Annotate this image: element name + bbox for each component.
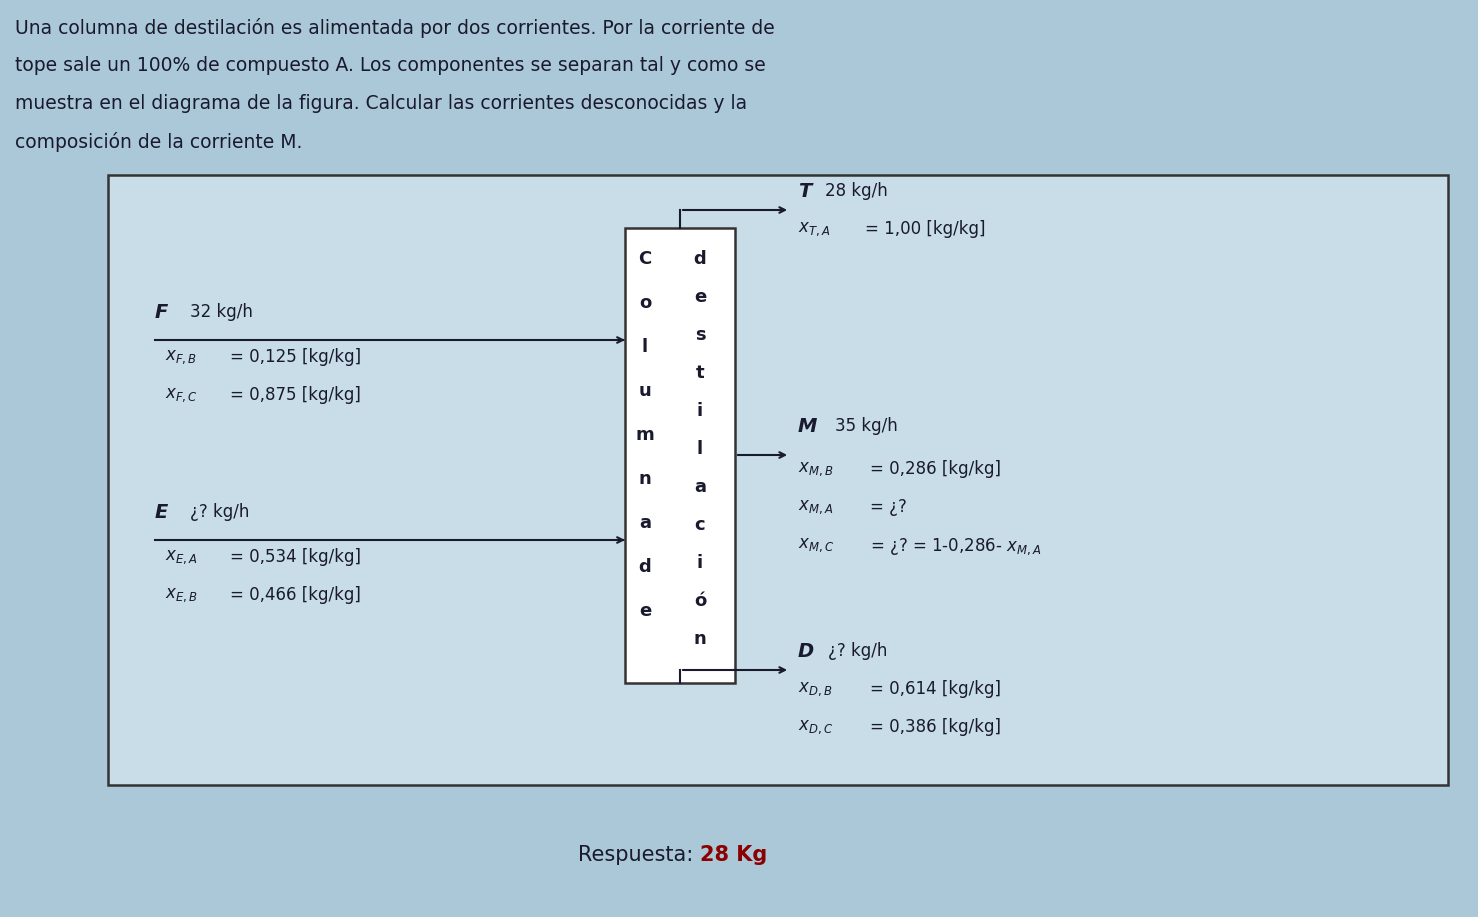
Text: $x_{E,A}$: $x_{E,A}$	[166, 548, 198, 566]
Text: $x_{E,B}$: $x_{E,B}$	[166, 586, 198, 604]
Text: $x_{D,B}$: $x_{D,B}$	[798, 680, 832, 698]
Text: s: s	[695, 326, 705, 344]
Text: 28 Kg: 28 Kg	[701, 845, 767, 865]
Text: $x_{M,B}$: $x_{M,B}$	[798, 460, 834, 478]
Text: 28 kg/h: 28 kg/h	[825, 182, 888, 200]
Text: = 1,00 [kg/kg]: = 1,00 [kg/kg]	[865, 220, 986, 238]
Text: e: e	[693, 288, 706, 306]
Text: E: E	[155, 503, 168, 522]
Text: T: T	[798, 182, 811, 201]
Text: n: n	[638, 470, 652, 488]
Text: t: t	[696, 364, 705, 382]
Text: = 0,875 [kg/kg]: = 0,875 [kg/kg]	[231, 386, 361, 404]
Text: ¿? kg/h: ¿? kg/h	[191, 503, 250, 521]
Text: d: d	[693, 250, 706, 268]
Text: u: u	[638, 382, 652, 400]
Text: = 0,614 [kg/kg]: = 0,614 [kg/kg]	[871, 680, 1001, 698]
Text: muestra en el diagrama de la figura. Calcular las corrientes desconocidas y la: muestra en el diagrama de la figura. Cal…	[15, 94, 746, 113]
Text: $x_{M,A}$: $x_{M,A}$	[798, 498, 834, 516]
Text: i: i	[698, 402, 704, 420]
Text: $x_{D,C}$: $x_{D,C}$	[798, 718, 834, 736]
Text: ¿? kg/h: ¿? kg/h	[828, 642, 887, 660]
Text: = 0,286 [kg/kg]: = 0,286 [kg/kg]	[871, 460, 1001, 478]
Text: 35 kg/h: 35 kg/h	[835, 417, 897, 435]
Text: e: e	[638, 602, 652, 620]
Text: composición de la corriente M.: composición de la corriente M.	[15, 132, 303, 152]
Text: $x_{M,C}$: $x_{M,C}$	[798, 536, 835, 554]
Text: i: i	[698, 554, 704, 572]
Text: M: M	[798, 417, 817, 436]
Text: = 0,534 [kg/kg]: = 0,534 [kg/kg]	[231, 548, 361, 566]
Text: D: D	[798, 642, 814, 661]
Text: ó: ó	[693, 592, 706, 610]
Bar	[625, 228, 735, 683]
Text: $x_{T,A}$: $x_{T,A}$	[798, 220, 831, 238]
Text: 32 kg/h: 32 kg/h	[191, 303, 253, 321]
Bar	[108, 175, 1448, 785]
Text: = ¿? = 1-0,286- $x_{M,A}$: = ¿? = 1-0,286- $x_{M,A}$	[871, 536, 1042, 557]
Text: a: a	[695, 478, 706, 496]
Text: a: a	[638, 514, 650, 532]
Text: m: m	[636, 426, 655, 444]
Text: tope sale un 100% de compuesto A. Los componentes se separan tal y como se: tope sale un 100% de compuesto A. Los co…	[15, 56, 766, 75]
Text: F: F	[155, 303, 168, 322]
Text: $x_{F,C}$: $x_{F,C}$	[166, 386, 198, 404]
Text: Una columna de destilación es alimentada por dos corrientes. Por la corriente de: Una columna de destilación es alimentada…	[15, 18, 774, 38]
Text: C: C	[638, 250, 652, 268]
Text: d: d	[638, 558, 652, 576]
Text: = 0,386 [kg/kg]: = 0,386 [kg/kg]	[871, 718, 1001, 736]
Text: n: n	[693, 630, 706, 648]
Text: l: l	[641, 338, 647, 356]
Text: o: o	[638, 294, 652, 312]
Text: Respuesta:: Respuesta:	[578, 845, 701, 865]
Text: $x_{F,B}$: $x_{F,B}$	[166, 348, 197, 366]
Text: = 0,466 [kg/kg]: = 0,466 [kg/kg]	[231, 586, 361, 604]
Text: l: l	[698, 440, 704, 458]
Text: = ¿?: = ¿?	[871, 498, 907, 516]
Text: c: c	[695, 516, 705, 534]
Text: = 0,125 [kg/kg]: = 0,125 [kg/kg]	[231, 348, 361, 366]
